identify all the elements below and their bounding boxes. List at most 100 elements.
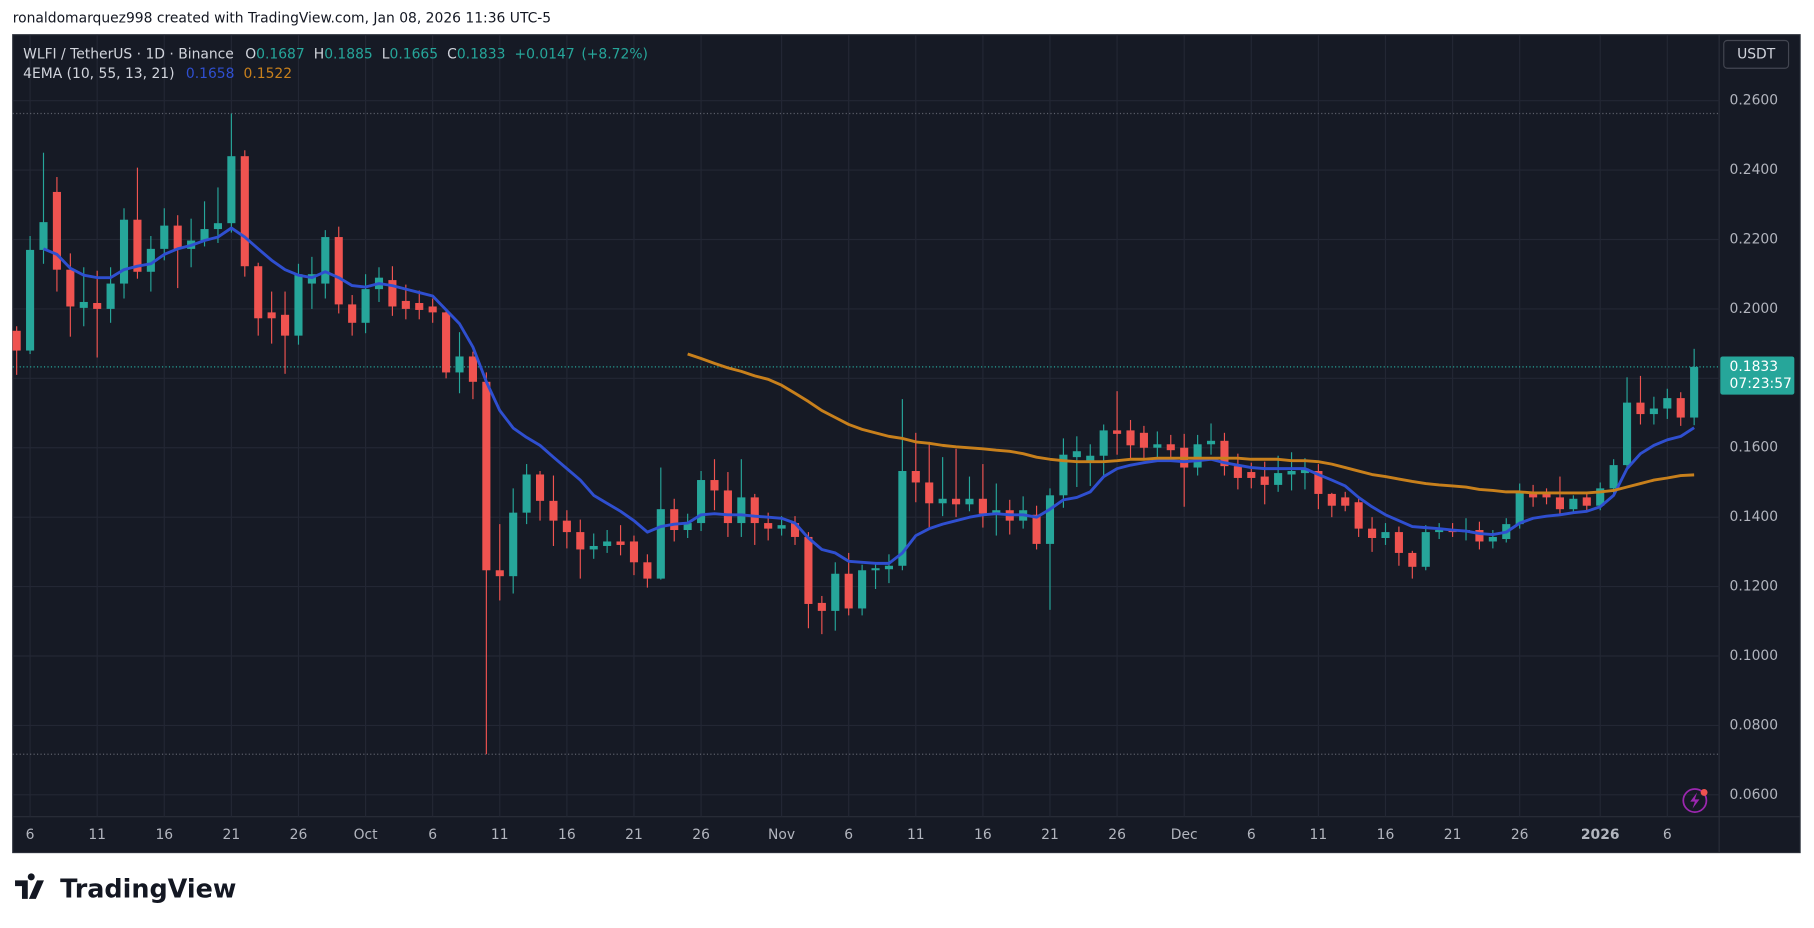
candle-body	[119, 219, 129, 284]
x-tick-label: 26	[1511, 827, 1529, 843]
x-tick-label: 6	[844, 827, 853, 843]
candle-body	[93, 303, 102, 309]
candle-body	[844, 573, 853, 609]
x-tick-label: 21	[1041, 827, 1059, 843]
candle-body	[428, 306, 437, 313]
candle-body	[227, 156, 236, 224]
lightning-icon[interactable]	[1682, 788, 1708, 813]
candle-body	[1233, 466, 1242, 478]
candle-body	[1690, 366, 1699, 418]
candle-body	[589, 545, 598, 550]
candle-body	[643, 562, 652, 579]
currency[interactable]: USDT	[1737, 46, 1776, 62]
x-tick-label: 16	[155, 827, 173, 843]
logo-mark	[15, 873, 44, 899]
logo: TradingView	[15, 873, 236, 905]
candle-body	[509, 512, 518, 577]
candle-body	[1368, 528, 1377, 538]
candle-body	[267, 312, 276, 319]
candle-body	[321, 237, 330, 284]
candle-body	[361, 289, 370, 323]
candle-body	[1435, 530, 1444, 533]
grid	[12, 34, 1720, 817]
x-tick-label: 16	[1377, 827, 1395, 843]
currency-box[interactable]	[1723, 39, 1790, 69]
candle-body	[281, 314, 290, 336]
attribution: ronaldomarquez998 created with TradingVi…	[13, 11, 551, 27]
candle-body	[670, 509, 679, 531]
candle-body	[790, 523, 800, 537]
last-price-label: 0.1833	[1730, 359, 1779, 375]
candle-body	[106, 283, 115, 309]
y-tick-label: 0.2600	[1730, 93, 1779, 109]
candle-body	[66, 269, 75, 307]
x-tick-label: 21	[1444, 827, 1462, 843]
candle-body	[1529, 492, 1538, 498]
y-tick-label: 0.1400	[1730, 509, 1779, 525]
candle-body	[1274, 473, 1283, 485]
candle-body	[750, 497, 759, 524]
icon-bolt[interactable]	[1690, 792, 1700, 809]
candle-body	[334, 237, 343, 305]
candle-body	[535, 474, 545, 501]
symbol-legend: WLFI / TetherUS · 1D · Binance O0.1687 H…	[23, 46, 648, 62]
candle-body	[348, 304, 357, 323]
axes: 0.0600 0.0800 0.1000 0.1200 0.1400 0.1600 0.18…	[26, 93, 1795, 843]
candle-body	[1113, 430, 1122, 434]
countdown: 07:23:57	[1730, 376, 1792, 392]
x-tick-label: 6	[428, 827, 437, 843]
x-tick-label: Dec	[1171, 827, 1198, 843]
candle-body	[1542, 493, 1551, 498]
candle-body	[938, 498, 947, 504]
ema-value: 0.1522	[244, 66, 293, 82]
candle-body	[1260, 476, 1269, 485]
candle-body	[804, 536, 813, 604]
candle-body	[629, 541, 639, 563]
candle-body	[1475, 530, 1484, 542]
candle-body	[522, 474, 531, 513]
candle-body	[12, 330, 21, 351]
x-tick-label: 6	[26, 827, 35, 843]
y-tick-label: 0.1000	[1730, 648, 1779, 664]
y-tick-label: 0.1200	[1730, 579, 1779, 595]
candle-body	[1045, 495, 1055, 544]
x-tick-label: 26	[1108, 827, 1126, 843]
x-tick-label: 21	[625, 827, 643, 843]
ohlc-label: O	[245, 46, 256, 62]
candle-body	[294, 274, 303, 336]
ema-line	[687, 352, 1695, 495]
candle-body	[1649, 408, 1658, 415]
candle-body	[401, 300, 410, 309]
y-tick-label: 0.2400	[1730, 162, 1779, 178]
candle-body	[39, 222, 48, 250]
y-tick-label: 0.1600	[1730, 440, 1779, 456]
candle-body	[455, 356, 464, 373]
ema-line	[42, 226, 1695, 565]
candle-body	[1153, 444, 1162, 448]
plot	[12, 113, 1699, 755]
x-tick-label: 16	[974, 827, 992, 843]
icon-ring[interactable]	[1682, 788, 1708, 813]
candle-body	[1300, 468, 1310, 474]
x-tick-label: 11	[88, 827, 106, 843]
candle-body	[925, 482, 934, 504]
icon-dot[interactable]	[1700, 788, 1708, 796]
y-tick-label: 0.2200	[1730, 231, 1779, 247]
candle-body	[1676, 398, 1685, 418]
candle-body	[1488, 536, 1497, 542]
candle-body	[817, 602, 826, 611]
candle-body	[858, 570, 867, 609]
candle-body	[1596, 488, 1605, 506]
y-tick-label: 0.0600	[1730, 787, 1779, 803]
symbol: WLFI / TetherUS · 1D · Binance	[23, 46, 234, 62]
candle-body	[1555, 497, 1564, 510]
ohlc-label: L	[382, 46, 390, 62]
candle-body	[1059, 454, 1068, 496]
candle-body	[697, 480, 706, 524]
candle-body	[1569, 498, 1578, 510]
candle-body	[737, 497, 746, 524]
candle-body	[26, 249, 35, 351]
candle-body	[1032, 514, 1041, 544]
x-tick-label: 11	[1310, 827, 1328, 843]
